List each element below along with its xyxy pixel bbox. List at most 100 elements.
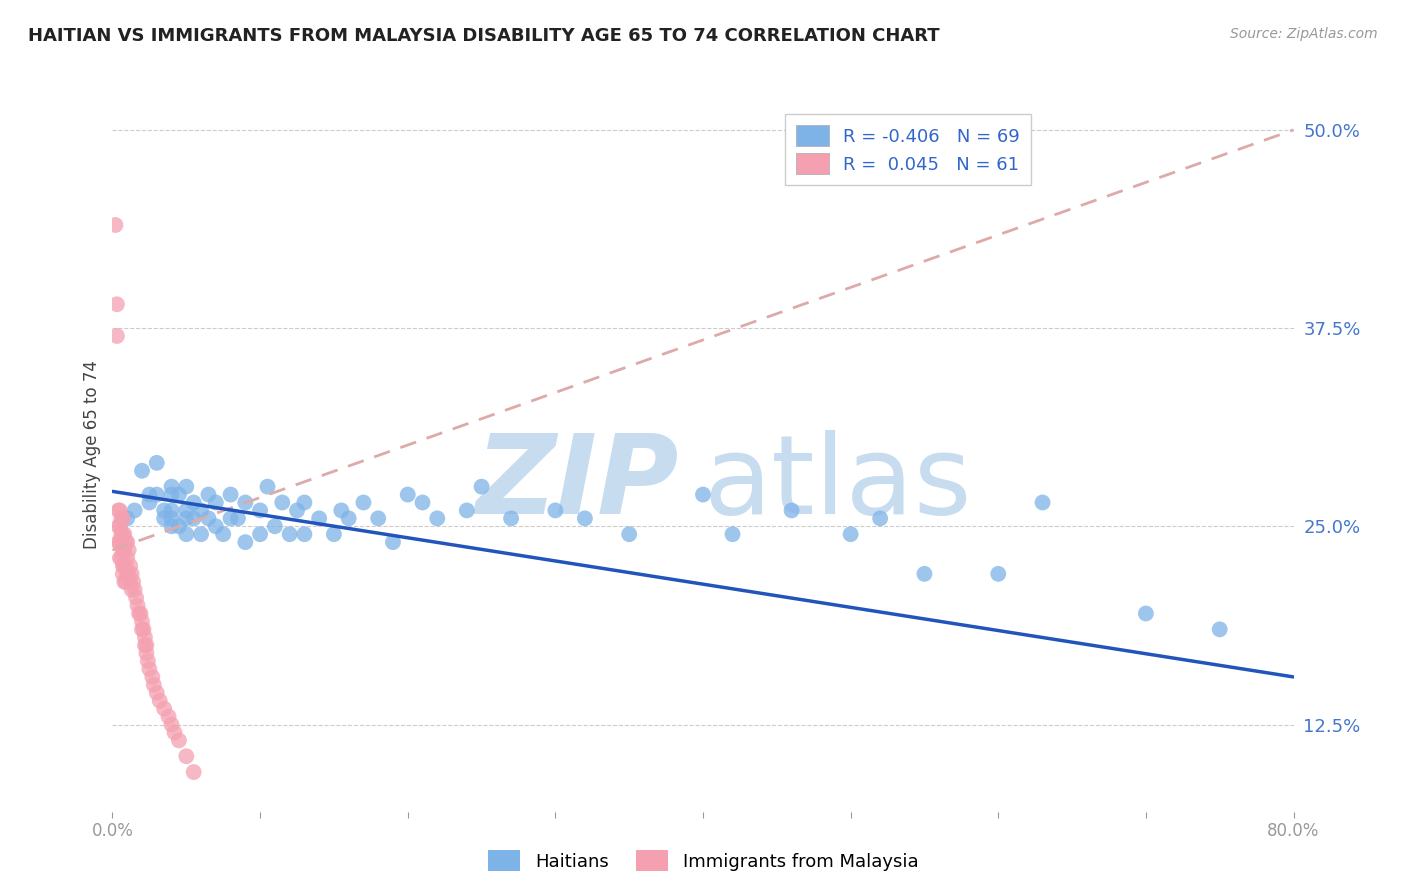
Point <box>132 623 155 637</box>
Point <box>138 487 160 501</box>
Point <box>110 527 132 541</box>
Point <box>219 511 242 525</box>
Point <box>205 495 228 509</box>
Point <box>183 495 205 509</box>
Point <box>112 527 135 541</box>
Point <box>271 495 294 509</box>
Point <box>544 503 567 517</box>
Point <box>501 511 523 525</box>
Point <box>112 574 135 589</box>
Point <box>160 511 183 525</box>
Point <box>160 519 183 533</box>
Point <box>153 503 176 517</box>
Point <box>135 646 157 660</box>
Point <box>146 686 169 700</box>
Point <box>108 519 131 533</box>
Point <box>117 535 138 549</box>
Point <box>107 519 129 533</box>
Point <box>174 480 197 494</box>
Point <box>411 495 433 509</box>
Point <box>160 503 183 517</box>
Point <box>426 511 449 525</box>
Point <box>117 511 138 525</box>
Point <box>233 535 256 549</box>
Point <box>174 527 197 541</box>
Point <box>131 615 153 629</box>
Point <box>869 511 891 525</box>
Legend: Haitians, Immigrants from Malaysia: Haitians, Immigrants from Malaysia <box>481 843 925 879</box>
Point <box>323 527 346 541</box>
Point <box>249 503 271 517</box>
Point <box>111 566 134 581</box>
Point <box>111 558 134 573</box>
Point <box>352 495 374 509</box>
Point <box>114 535 136 549</box>
Point <box>256 480 278 494</box>
Legend: R = -0.406   N = 69, R =  0.045   N = 61: R = -0.406 N = 69, R = 0.045 N = 61 <box>785 114 1031 185</box>
Y-axis label: Disability Age 65 to 74: Disability Age 65 to 74 <box>83 360 101 549</box>
Point <box>167 487 190 501</box>
Point <box>110 535 132 549</box>
Point <box>183 765 205 780</box>
Point <box>124 582 146 597</box>
Point <box>108 503 131 517</box>
Point <box>396 487 419 501</box>
Point <box>114 574 136 589</box>
Point <box>692 487 714 501</box>
Point <box>153 511 176 525</box>
Point <box>160 480 183 494</box>
Point <box>174 749 197 764</box>
Point <box>141 670 163 684</box>
Text: atlas: atlas <box>703 430 972 537</box>
Point <box>146 456 169 470</box>
Point <box>470 480 494 494</box>
Point <box>278 527 301 541</box>
Point <box>108 551 131 566</box>
Point <box>120 574 142 589</box>
Point <box>107 535 129 549</box>
Point <box>174 511 197 525</box>
Point <box>330 503 353 517</box>
Point <box>112 543 135 558</box>
Point <box>121 582 143 597</box>
Point <box>138 662 160 676</box>
Point <box>839 527 862 541</box>
Point <box>292 527 315 541</box>
Point <box>118 543 141 558</box>
Point <box>183 511 205 525</box>
Point <box>138 495 160 509</box>
Point <box>292 495 315 509</box>
Point <box>111 527 134 541</box>
Point <box>167 519 190 533</box>
Point <box>1208 623 1232 637</box>
Point <box>1032 495 1054 509</box>
Point <box>233 495 256 509</box>
Point <box>160 487 183 501</box>
Point <box>456 503 478 517</box>
Point <box>574 511 596 525</box>
Point <box>212 527 235 541</box>
Point <box>146 487 169 501</box>
Point <box>163 725 186 739</box>
Text: HAITIAN VS IMMIGRANTS FROM MALAYSIA DISABILITY AGE 65 TO 74 CORRELATION CHART: HAITIAN VS IMMIGRANTS FROM MALAYSIA DISA… <box>28 27 939 45</box>
Point <box>118 566 141 581</box>
Point <box>122 574 145 589</box>
Point <box>367 511 389 525</box>
Point <box>142 678 165 692</box>
Point <box>382 535 405 549</box>
Point <box>1135 607 1157 621</box>
Point <box>987 566 1010 581</box>
Point <box>111 511 134 525</box>
Point <box>114 558 136 573</box>
Point <box>134 630 156 644</box>
Point <box>134 638 156 652</box>
Point <box>131 623 153 637</box>
Point <box>127 599 149 613</box>
Point <box>117 551 138 566</box>
Point <box>160 717 183 731</box>
Point <box>285 503 308 517</box>
Point <box>619 527 641 541</box>
Point <box>124 503 146 517</box>
Point <box>167 733 190 747</box>
Point <box>914 566 936 581</box>
